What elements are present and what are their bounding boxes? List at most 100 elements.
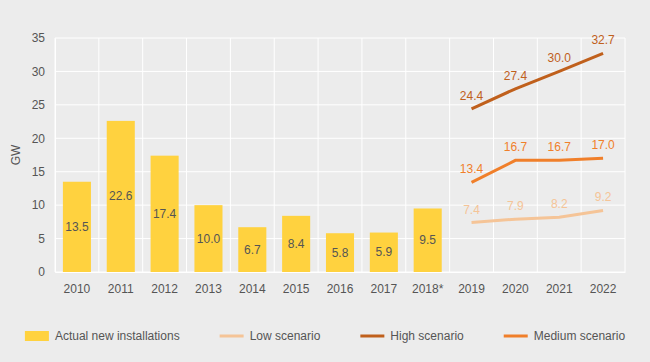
tick-label: 2012 [151,282,178,296]
data-label: 10.0 [197,232,221,246]
tick: 0 [38,265,55,279]
legend-swatch [504,335,528,338]
category-divider [581,38,582,272]
tick-label: 2020 [502,282,529,296]
grid-line [55,38,625,39]
tick: 25 [32,98,55,112]
data-label: 24.4 [460,89,484,103]
grid-line [55,205,625,206]
tick: 2020 [502,272,529,296]
tick: 2022 [590,272,617,296]
grid [55,38,625,272]
axis-title: GW [9,144,23,165]
data-label: 5.9 [376,245,393,259]
tick-label: 2014 [239,282,266,296]
legend-item: Actual new installations [25,329,180,343]
grid-line [55,71,625,72]
tick-label: 2022 [590,282,617,296]
data-label: 9.5 [419,233,436,247]
data-label: 16.7 [504,140,528,154]
tick-label: 25 [32,98,46,112]
tick-label: 2019 [458,282,485,296]
legend-swatch [360,335,384,338]
tick: 15 [32,165,55,179]
tick: 2018* [412,272,444,296]
bar [326,233,354,272]
bar [238,227,266,272]
tick-label: 30 [32,65,46,79]
data-label: 17.4 [153,207,177,221]
line [472,210,604,222]
tick: 2012 [151,272,178,296]
tick: 10 [32,198,55,212]
tick: 2015 [283,272,310,296]
category-divider [493,38,494,272]
grid-line [55,138,625,139]
bar [282,216,310,272]
marks [63,53,603,272]
tick: 20 [32,132,55,146]
tick-label: 10 [32,198,46,212]
data-label: 8.2 [551,197,568,211]
tick-label: 2017 [370,282,397,296]
data-labels: 13.522.617.410.06.78.45.85.99.57.47.98.2… [65,33,615,259]
x-axis: 2010 2011 2012 2013 2014 2015 2016 2017 2018* 201… [56,272,626,296]
tick: 35 [32,31,55,45]
tick: 2013 [195,272,222,296]
legend-item: Medium scenario [504,329,626,343]
category-divider [142,38,143,272]
bar [151,156,179,272]
line [472,53,604,108]
legend-swatch [25,331,49,341]
tick: 2019 [458,272,485,296]
tick-label: 2011 [108,282,134,296]
tick: 2016 [327,272,354,296]
data-label: 27.4 [504,69,528,83]
bar [107,121,135,272]
category-divider [274,38,275,272]
category-divider [55,38,56,272]
tick-label: 2016 [327,282,354,296]
tick-label: 2013 [195,282,222,296]
legend: Actual new installations Low scenario High… [25,329,626,343]
category-divider [230,38,231,272]
tick-label: 2010 [64,282,91,296]
data-label: 9.2 [595,190,612,204]
grid-line [55,171,625,172]
tick-label: 20 [32,132,46,146]
bar [63,182,91,272]
axis-line [55,39,56,273]
tick-label: 2021 [546,282,573,296]
data-label: 7.9 [507,199,524,213]
tick: 2010 [64,272,91,296]
data-label: 7.4 [463,203,480,217]
y-axis: 0 5 10 15 20 25 30 35 [32,31,56,279]
tick: 2021 [546,272,573,296]
tick: 2011 [108,272,134,296]
tick-label: 2018* [412,282,444,296]
bar [194,205,222,272]
category-divider [449,38,450,272]
data-label: 5.8 [332,246,349,260]
tick-label: 5 [38,232,45,246]
legend-label: Low scenario [250,329,321,343]
category-divider [361,38,362,272]
category-divider [318,38,319,272]
data-label: 6.7 [244,243,261,257]
category-divider [625,38,626,272]
chart: 0510152025303520102011201220132014201520… [0,0,650,362]
tick: 30 [32,65,55,79]
legend-label: High scenario [390,329,464,343]
tick-label: 0 [38,265,45,279]
data-label: 13.4 [460,162,484,176]
axis-line [56,272,626,273]
legend-label: Actual new installations [55,329,180,343]
bar [414,208,442,272]
data-label: 17.0 [591,138,615,152]
data-label: 32.7 [591,33,615,47]
bar [370,233,398,272]
data-label: 8.4 [288,237,305,251]
tick-label: 15 [32,165,46,179]
tick: 5 [38,232,55,246]
data-label: 13.5 [65,220,89,234]
